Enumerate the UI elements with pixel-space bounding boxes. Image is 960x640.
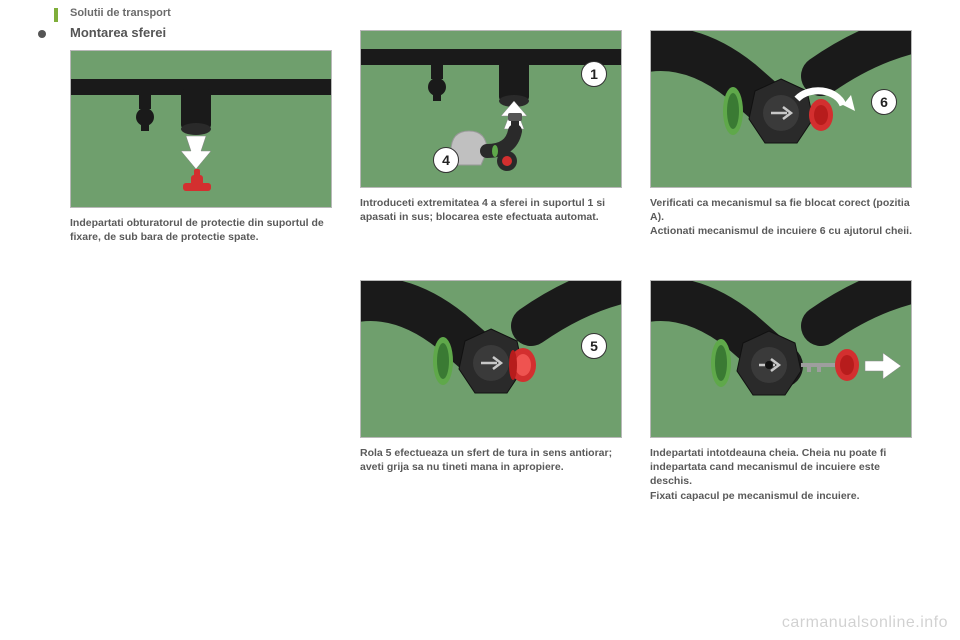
caption-lock-key: Verificati ca mecanismul sa fie blocat c… — [650, 196, 912, 239]
caption-remove-key-b: Fixati capacul pe mecanismul de incuiere… — [650, 490, 860, 502]
watermark: carmanualsonline.info — [782, 614, 948, 632]
badge-5: 5 — [581, 333, 607, 359]
page-title: Montarea sferei — [70, 25, 166, 40]
caption-remove-key: Indepartati intotdeauna cheia. Cheia nu … — [650, 446, 912, 503]
breadcrumb: Solutii de transport — [70, 7, 171, 19]
figure-insert-ball: 1 4 — [360, 30, 622, 188]
caption-lock-key-b: Actionati mecanismul de incuiere 6 cu aj… — [650, 225, 912, 237]
badge-1: 1 — [581, 61, 607, 87]
figure-lock-key: 6 — [650, 30, 912, 188]
section-marker — [54, 8, 58, 22]
caption-lock-key-a: Verificati ca mecanismul sa fie blocat c… — [650, 197, 910, 223]
badge-4: 4 — [433, 147, 459, 173]
caption-roller-turn: Rola 5 efectueaza un sfert de tura in se… — [360, 446, 622, 474]
badge-6: 6 — [871, 89, 897, 115]
caption-insert-ball: Introduceti extremitatea 4 a sferei in s… — [360, 196, 622, 224]
caption-remove-plug: Indepartati obturatorul de protectie din… — [70, 216, 332, 244]
figure-roller-turn: 5 — [360, 280, 622, 438]
caption-remove-key-a: Indepartati intotdeauna cheia. Cheia nu … — [650, 447, 886, 487]
figure-remove-plug — [70, 50, 332, 208]
heading-bullet — [38, 30, 46, 38]
figure-remove-key — [650, 280, 912, 438]
